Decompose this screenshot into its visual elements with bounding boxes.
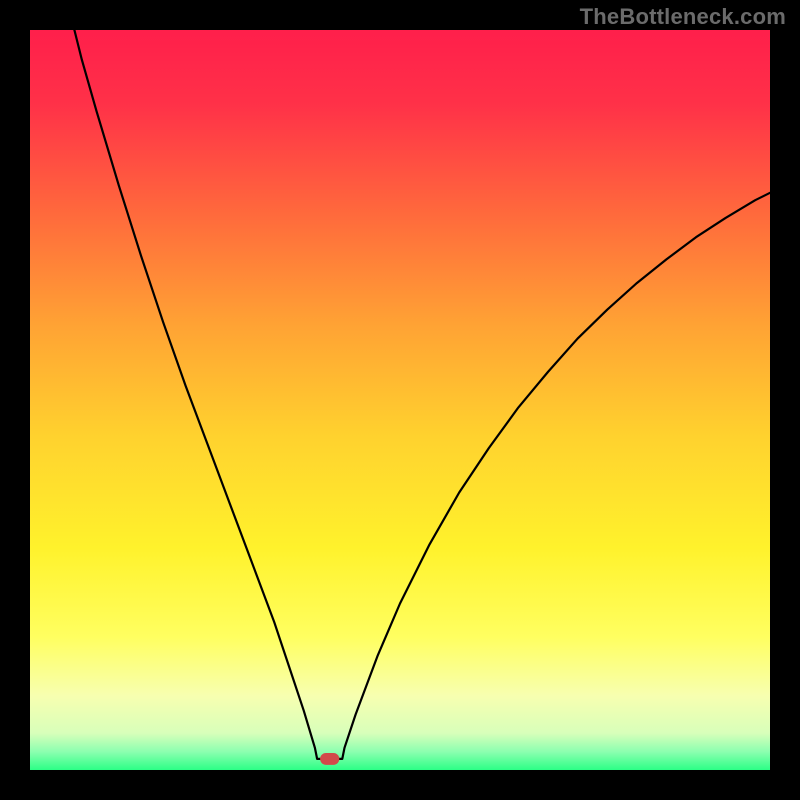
- optimum-marker: [320, 753, 339, 765]
- figure-container: TheBottleneck.com: [0, 0, 800, 800]
- plot-background: [30, 30, 770, 770]
- bottleneck-chart: [0, 0, 800, 800]
